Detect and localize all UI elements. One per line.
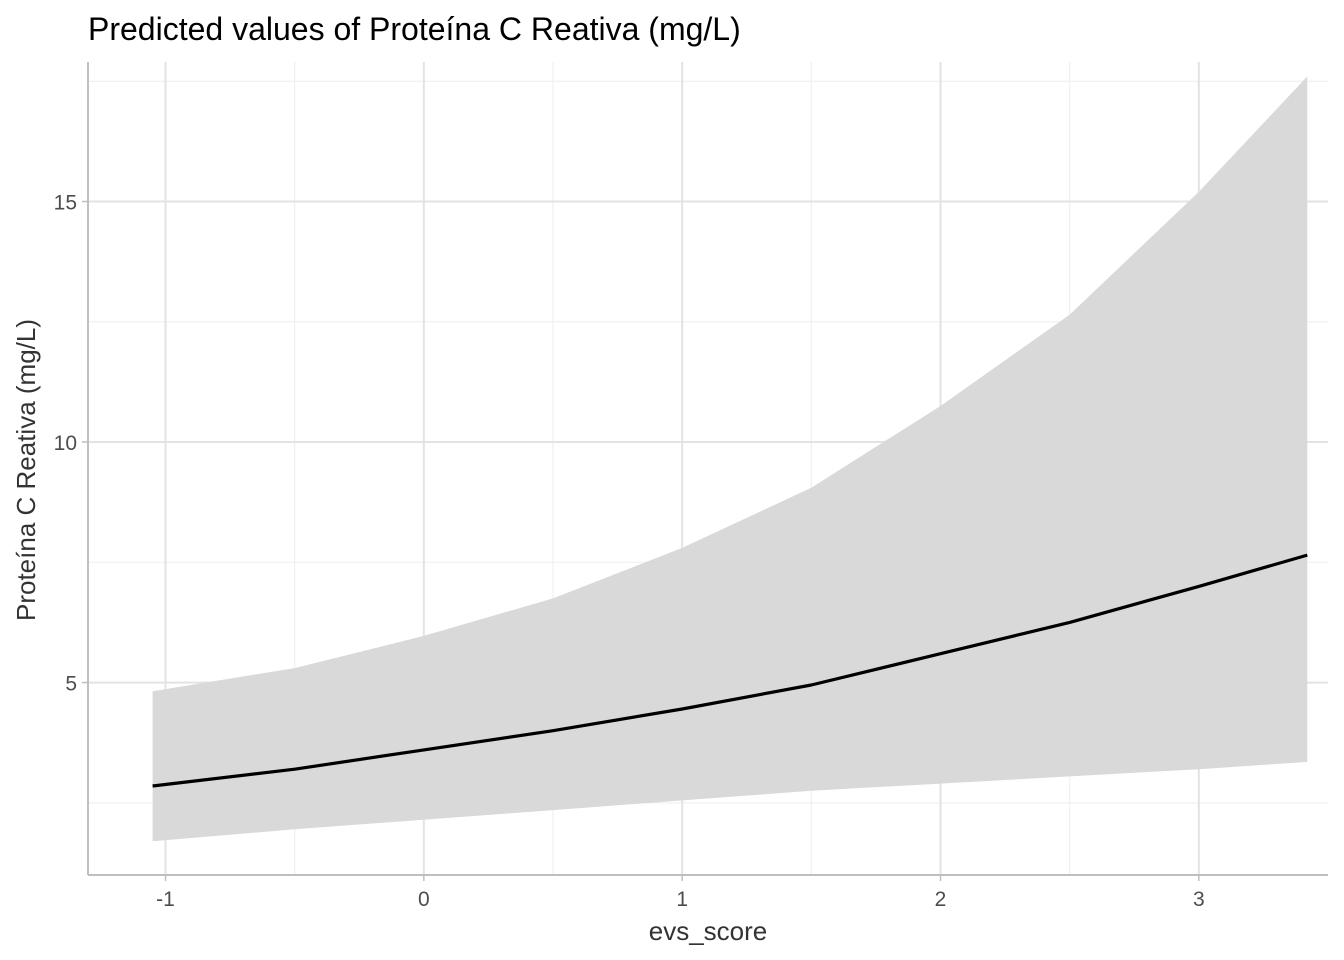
confidence-band [152, 76, 1308, 842]
x-axis-ticks: -1 0 1 2 3 [156, 875, 1205, 911]
chart-title: Predicted values of Proteína C Reativa (… [88, 11, 741, 47]
y-tick-label: 5 [65, 673, 77, 696]
x-tick-label: 3 [1193, 888, 1205, 911]
y-axis-ticks: 5 10 15 [54, 192, 88, 696]
y-tick-label: 10 [54, 432, 77, 455]
x-tick-label: 0 [418, 888, 430, 911]
x-axis-title: evs_score [649, 916, 768, 946]
y-tick-label: 15 [54, 192, 77, 215]
predicted-line [152, 553, 1308, 788]
x-tick-label: 2 [935, 888, 947, 911]
y-axis-title: Proteína C Reativa (mg/L) [11, 319, 41, 621]
x-tick-label: -1 [156, 888, 175, 911]
x-tick-label: 1 [676, 888, 688, 911]
axes [87, 62, 1328, 876]
